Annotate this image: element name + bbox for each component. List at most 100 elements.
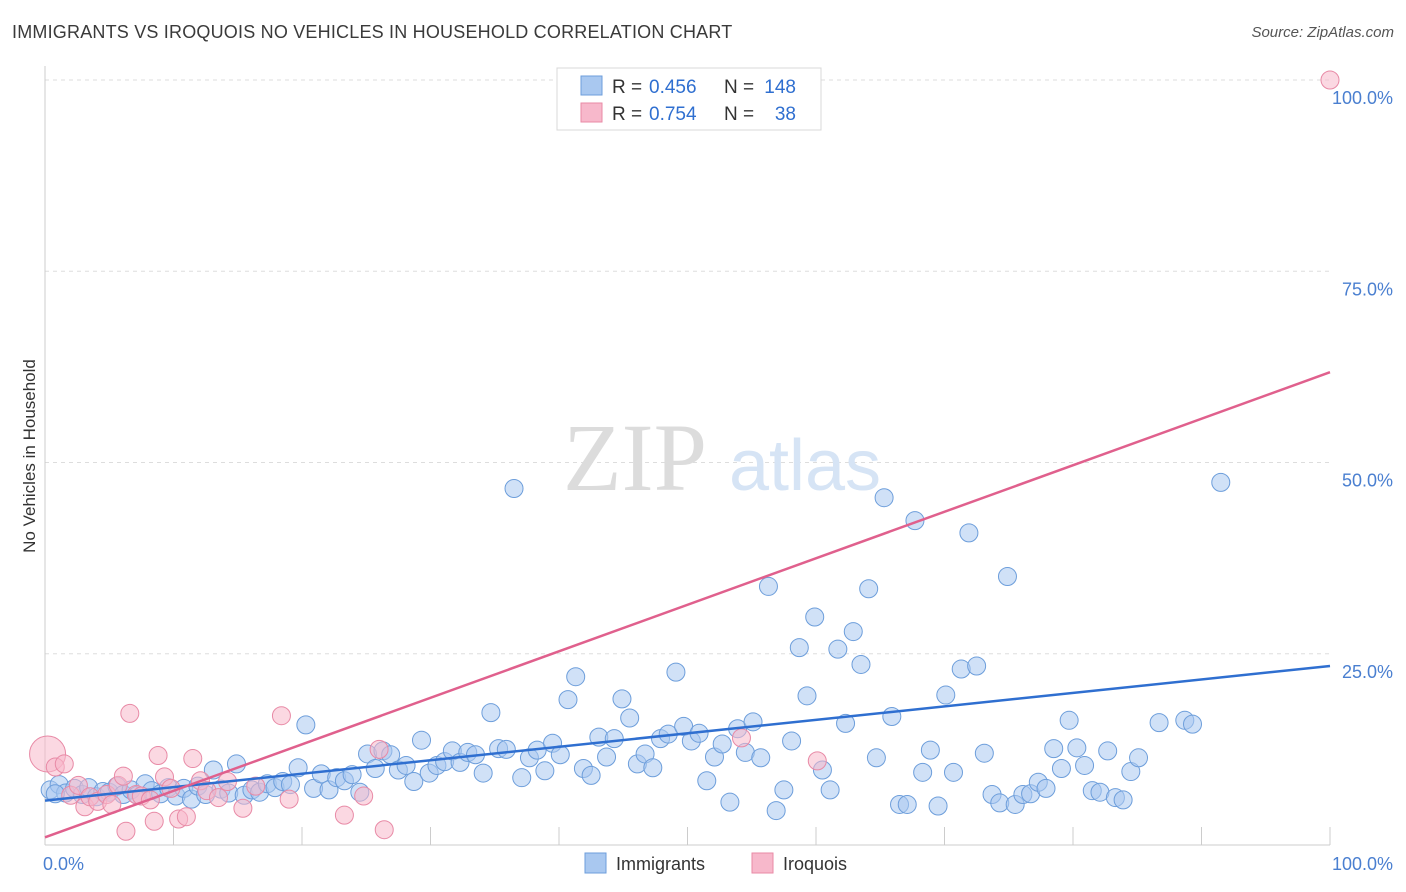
iroquois-point-36 (731, 728, 751, 748)
iroquois-point-32 (334, 805, 354, 825)
iroquois-point-37 (807, 751, 827, 771)
legend-n-value-1: 148 (764, 77, 796, 98)
immigrants-point-120 (959, 523, 979, 543)
legend-swatch-iroquois (580, 102, 603, 123)
immigrants-point-98 (789, 638, 809, 658)
series-legend-label-immigrants[interactable]: Immigrants (616, 854, 705, 874)
iroquois-point-28 (233, 798, 253, 818)
immigrants-point-93 (751, 748, 771, 768)
immigrants-point-142 (1129, 748, 1149, 768)
y-tick-label-3: 100.0% (1332, 88, 1393, 108)
iroquois-point-17 (144, 811, 164, 831)
legend-r-value-2: 0.754 (649, 104, 697, 125)
chart-source: Source: ZipAtlas.com (1251, 24, 1394, 41)
series-legend: Immigrants Iroquois (584, 852, 847, 874)
immigrants-point-107 (859, 579, 879, 599)
immigrants-point-33 (288, 758, 308, 778)
iroquois-point-4 (68, 775, 88, 795)
watermark-zip: ZIP (563, 404, 707, 511)
immigrants-point-146 (1211, 472, 1231, 492)
immigrants-trend-line (44, 664, 1331, 802)
immigrants-point-43 (365, 759, 385, 778)
immigrants-point-100 (805, 607, 825, 627)
immigrants-point-138 (1098, 741, 1118, 761)
legend-r-value-1: 0.456 (649, 77, 697, 98)
immigrants-point-34 (296, 715, 316, 735)
immigrants-point-114 (913, 762, 933, 782)
iroquois-point-18 (148, 745, 168, 765)
immigrants-point-119 (951, 659, 971, 679)
iroquois-point-31 (279, 789, 299, 809)
iroquois-trend-line (44, 371, 1331, 839)
x-tick-label-1: 100.0% (1332, 854, 1393, 874)
series-legend-label-iroquois[interactable]: Iroquois (783, 854, 847, 874)
iroquois-point-11 (113, 766, 133, 786)
immigrants-point-65 (535, 761, 555, 781)
immigrants-point-94 (758, 576, 778, 596)
iroquois-point-26 (208, 788, 228, 808)
immigrants-point-131 (1044, 739, 1064, 759)
immigrants-point-103 (828, 639, 848, 659)
legend-n-label-1: N = (724, 77, 754, 98)
immigrants-point-121 (967, 656, 987, 676)
iroquois-point-33 (354, 786, 374, 806)
correlation-legend: R = 0.456 N = 148 R = 0.754 N = 38 (556, 67, 822, 131)
immigrants-point-79 (643, 758, 663, 778)
iroquois-point-38 (1320, 70, 1340, 90)
immigrants-point-118 (943, 762, 963, 782)
iroquois-point-13 (120, 703, 140, 723)
immigrants-point-62 (512, 768, 532, 788)
immigrants-point-102 (820, 780, 840, 800)
iroquois-point-35 (374, 820, 394, 840)
immigrants-point-71 (581, 765, 601, 785)
grid-lines (45, 79, 1330, 655)
immigrants-point-115 (920, 740, 940, 760)
immigrants-point-97 (782, 731, 802, 751)
immigrants-point-74 (604, 729, 624, 749)
immigrants-point-105 (843, 622, 863, 642)
immigrants-point-75 (612, 689, 632, 709)
immigrants-point-106 (851, 654, 871, 674)
immigrants-point-57 (473, 763, 493, 783)
immigrants-point-112 (897, 794, 917, 814)
immigrants-point-145 (1183, 714, 1203, 734)
immigrants-point-134 (1067, 738, 1087, 758)
iroquois-point-22 (176, 807, 196, 827)
immigrants-point-61 (504, 479, 524, 499)
immigrants-point-96 (774, 780, 794, 800)
immigrants-point-135 (1075, 755, 1095, 775)
legend-n-value-2: 38 (775, 104, 796, 125)
immigrants-point-69 (566, 667, 586, 687)
tick-labels: 25.0% 50.0% 75.0% 100.0% 0.0% 100.0% (43, 88, 1393, 874)
legend-n-label-2: N = (724, 104, 754, 125)
immigrants-point-109 (874, 488, 894, 508)
immigrants-point-89 (720, 792, 740, 812)
legend-r-label-2: R = (612, 104, 642, 125)
y-tick-label-2: 75.0% (1342, 279, 1393, 299)
immigrants-point-47 (396, 755, 416, 775)
immigrants-point-58 (481, 703, 501, 723)
immigrants-point-86 (697, 771, 717, 791)
immigrants-point-82 (666, 662, 686, 682)
immigrants-point-133 (1059, 710, 1079, 730)
immigrants-point-122 (974, 743, 994, 763)
iroquois-point-29 (246, 776, 266, 796)
immigrants-point-68 (558, 690, 578, 710)
immigrants-point-116 (928, 796, 948, 816)
immigrants-point-49 (412, 730, 432, 750)
legend-swatch-immigrants (580, 75, 603, 96)
series-legend-swatch-iroquois[interactable] (751, 852, 774, 874)
iroquois-point-2 (54, 754, 74, 774)
iroquois-point-23 (183, 749, 203, 769)
immigrants-point-130 (1036, 778, 1056, 798)
immigrants-point-125 (997, 566, 1017, 586)
y-tick-label-1: 50.0% (1342, 471, 1393, 491)
y-tick-label-0: 25.0% (1342, 662, 1393, 682)
iroquois-point-34 (369, 739, 389, 759)
immigrants-point-143 (1149, 713, 1169, 733)
series-legend-swatch-immigrants[interactable] (584, 852, 607, 874)
chart-title: IMMIGRANTS VS IROQUOIS NO VEHICLES IN HO… (12, 22, 733, 42)
axes (44, 66, 1331, 846)
immigrants-point-132 (1051, 759, 1071, 778)
immigrants-point-99 (797, 686, 817, 706)
